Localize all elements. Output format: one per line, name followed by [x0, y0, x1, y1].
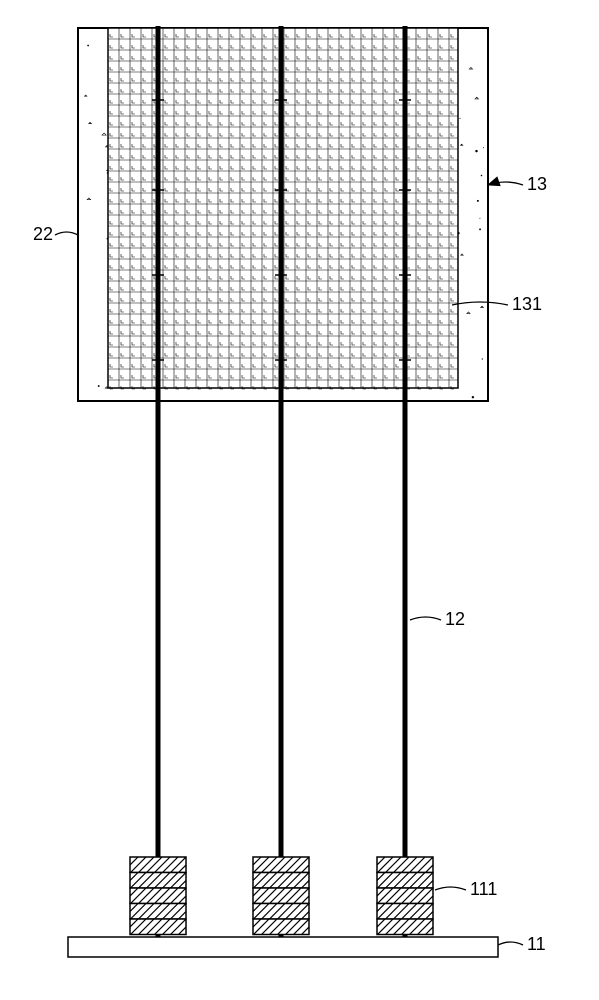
callout-label-13: 13 [527, 174, 547, 194]
callout-label-131: 131 [512, 294, 542, 314]
callout-label-12: 12 [445, 609, 465, 629]
weight-stacks [115, 857, 458, 935]
engineering-diagram: 22131311211111 [0, 0, 599, 1000]
callout-label-111: 111 [470, 879, 497, 899]
callout-label-22: 22 [33, 224, 53, 244]
callout-label-11: 11 [527, 934, 546, 954]
base-plate [68, 937, 498, 957]
